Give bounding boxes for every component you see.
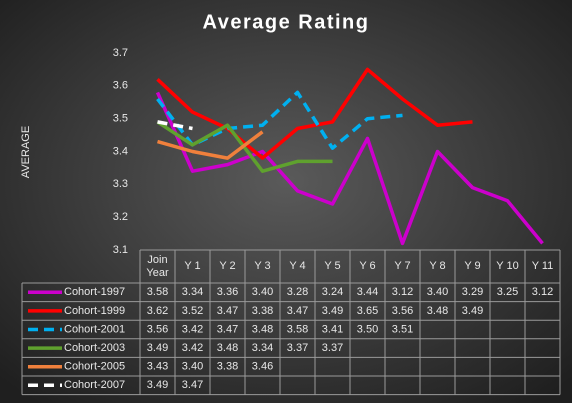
table-value: 3.47	[182, 379, 203, 391]
x-tick-label: Join Year	[146, 253, 169, 279]
table-value: 3.42	[182, 342, 203, 354]
x-tick-label-box: Y 4	[289, 260, 306, 272]
series-line	[156, 120, 333, 173]
legend-label: Cohort-2005	[64, 361, 125, 373]
table-value: 3.62	[147, 305, 168, 317]
table-value: 3.40	[252, 286, 273, 298]
legend-label: Cohort-2007	[64, 379, 125, 391]
x-tick-label-box: Join Year	[146, 253, 169, 279]
table-value: 3.48	[217, 342, 238, 354]
table-value: 3.43	[147, 361, 168, 373]
y-tick-label: 3.2	[113, 211, 128, 223]
table-value: 3.58	[147, 286, 168, 298]
table-value: 3.40	[427, 286, 448, 298]
table-value: 3.47	[217, 305, 238, 317]
x-tick-label: Y 5	[324, 260, 341, 272]
table-value: 3.41	[322, 323, 343, 335]
table-value: 3.58	[287, 323, 308, 335]
table-value: 3.29	[462, 286, 483, 298]
y-tick-label: 3.7	[113, 47, 128, 59]
y-tick-label: 3.3	[113, 178, 128, 190]
x-tick-label-box: Y 7	[394, 260, 411, 272]
x-tick-label-box: Y 10	[496, 260, 519, 272]
x-tick-label-box: Y 5	[324, 260, 341, 272]
series-line	[157, 130, 264, 160]
table-value: 3.40	[182, 361, 203, 373]
table-value: 3.37	[287, 342, 308, 354]
x-tick-label: Y 7	[394, 260, 411, 272]
x-tick-label: Y 1	[184, 260, 201, 272]
series-line	[155, 91, 544, 246]
table-value: 3.52	[182, 305, 203, 317]
x-tick-label-box: Y 11	[531, 260, 554, 272]
x-tick-label: Y 8	[429, 260, 446, 272]
table-value: 3.38	[217, 361, 238, 373]
table-value: 3.12	[392, 286, 413, 298]
legend-label: Cohort-1999	[64, 305, 125, 317]
table-value: 3.49	[322, 305, 343, 317]
table-value: 3.49	[462, 305, 483, 317]
table-value: 3.47	[217, 323, 238, 335]
table-value: 3.48	[252, 323, 273, 335]
table-value: 3.42	[182, 323, 203, 335]
x-tick-label: Y 3	[254, 260, 271, 272]
x-tick-label-box: Y 6	[359, 260, 376, 272]
table-value: 3.12	[532, 286, 553, 298]
table-value: 3.48	[427, 305, 448, 317]
series-line	[156, 67, 473, 160]
y-tick-label: 3.5	[113, 113, 128, 125]
legend-label: Cohort-2003	[64, 342, 125, 354]
y-tick-label: 3.6	[113, 80, 128, 92]
x-tick-label: Y 10	[496, 260, 519, 272]
x-tick-label: Y 2	[219, 260, 236, 272]
x-tick-label: Y 11	[531, 260, 554, 272]
table-value: 3.49	[147, 342, 168, 354]
table-value: 3.47	[287, 305, 308, 317]
y-tick-label: 3.4	[113, 145, 128, 157]
x-tick-label: Y 9	[464, 260, 481, 272]
table-value: 3.36	[217, 286, 238, 298]
y-tick-label: 3.1	[113, 244, 128, 256]
table-value: 3.51	[392, 323, 413, 335]
table-value: 3.28	[287, 286, 308, 298]
legend-label: Cohort-1997	[64, 286, 125, 298]
x-tick-label-box: Y 3	[254, 260, 271, 272]
table-value: 3.49	[147, 379, 168, 391]
table-value: 3.34	[252, 342, 273, 354]
legend-label: Cohort-2001	[64, 323, 125, 335]
table-value: 3.24	[322, 286, 343, 298]
x-tick-label-box: Y 8	[429, 260, 446, 272]
table-value: 3.34	[182, 286, 203, 298]
x-tick-label-box: Y 9	[464, 260, 481, 272]
x-tick-label: Y 4	[289, 260, 306, 272]
chart-title: Average Rating	[203, 11, 370, 33]
x-tick-label-box: Y 2	[219, 260, 236, 272]
table-value: 3.38	[252, 305, 273, 317]
table-value: 3.37	[322, 342, 343, 354]
table-value: 3.50	[357, 323, 378, 335]
x-tick-label: Y 6	[359, 260, 376, 272]
table-value: 3.44	[357, 286, 378, 298]
table-value: 3.46	[252, 361, 273, 373]
table-value: 3.25	[497, 286, 518, 298]
series-line	[157, 120, 193, 131]
table-value: 3.56	[147, 323, 168, 335]
table-value: 3.56	[392, 305, 413, 317]
y-axis-label: AVERAGE	[20, 126, 32, 178]
table-value: 3.65	[357, 305, 378, 317]
x-tick-label-box: Y 1	[184, 260, 201, 272]
